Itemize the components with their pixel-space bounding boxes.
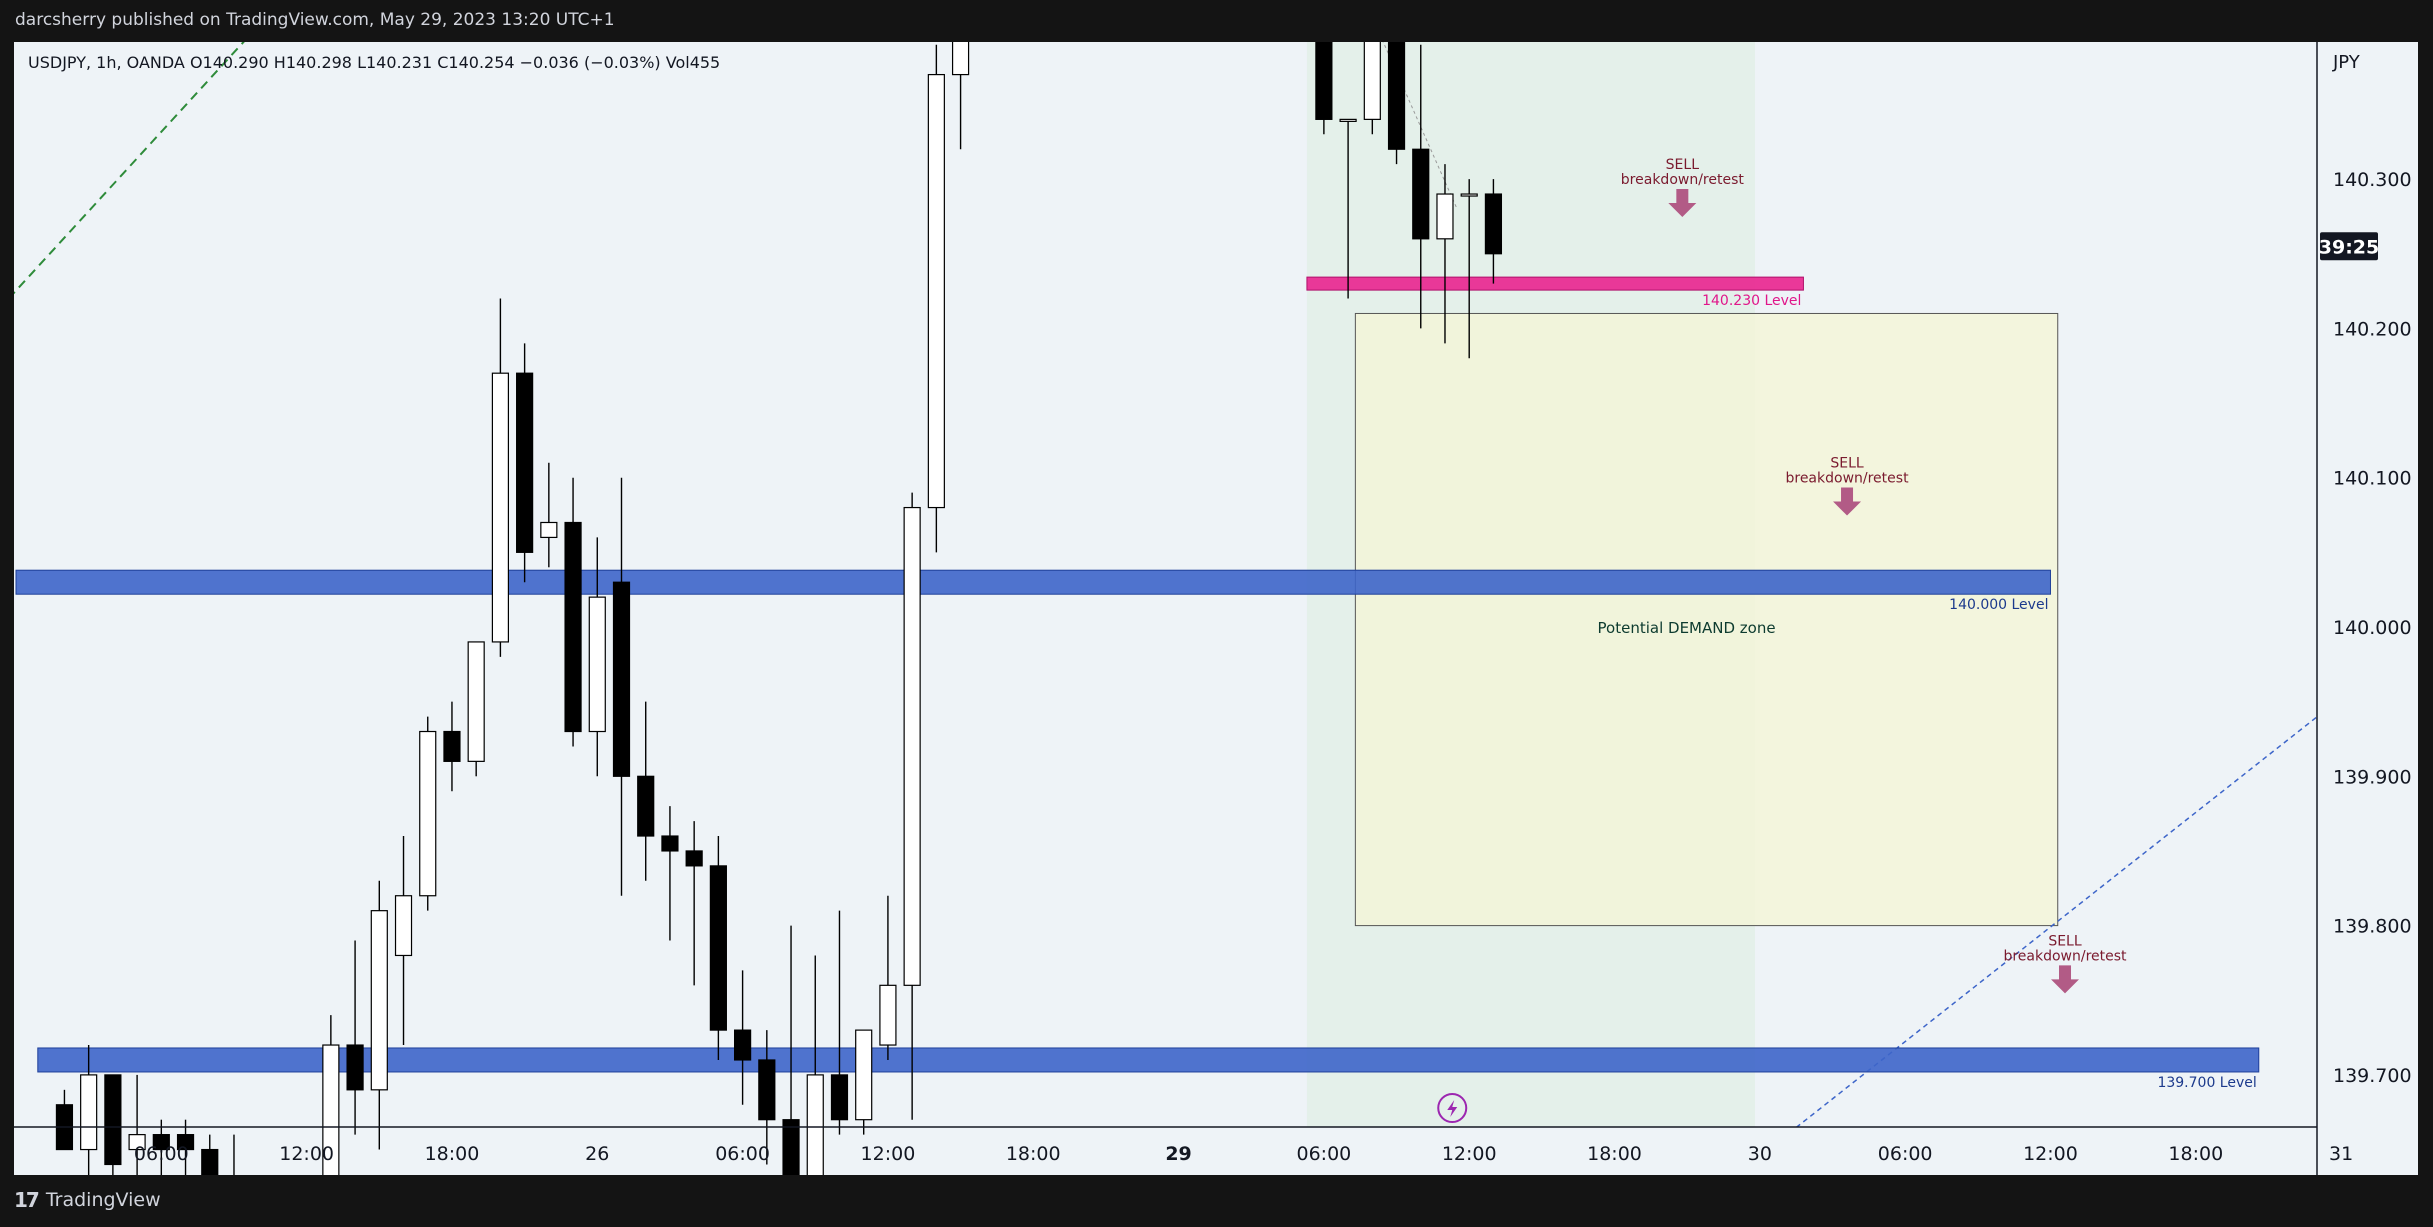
candle-body-24 [637,775,655,837]
x-tick-label: 06:00 [715,1143,770,1165]
candle-body-3 [128,1134,146,1151]
currency-label: JPY [2332,52,2361,73]
candle-body-17 [467,641,485,762]
candle-body-59 [1484,193,1503,255]
level-139700-box [37,1047,2260,1073]
x-tick-label: 26 [585,1143,609,1165]
tradingview-logo-icon: 17 [14,1188,40,1212]
candle-body-55 [1387,42,1406,150]
x-tick-label: 12:00 [279,1143,334,1165]
candle-body-32 [830,1074,849,1121]
candle-body-5 [176,1134,195,1151]
candle-body-54 [1363,42,1381,120]
price-marker-label: 39:25 [2319,236,2379,258]
candle-body-13 [370,910,388,1091]
y-tick-label: 139.700 [2333,1065,2412,1087]
candle-body-26 [685,850,703,867]
x-tick-label: 06:00 [1296,1143,1351,1165]
sell-annotation-4-arrow-icon [2051,965,2080,994]
candle-body-4 [152,1134,170,1151]
candle-body-34 [879,984,897,1046]
candle-body-2 [104,1074,122,1166]
candle-body-56 [1412,148,1430,240]
candle-body-14 [394,895,413,957]
x-tick-label: 12:00 [1442,1143,1497,1165]
candle-body-15 [419,730,437,897]
symbol-legend: USDJPY, 1h, OANDA O140.290 H140.298 L140… [28,53,720,72]
candle-body-6 [201,1148,219,1175]
level-140000-label: 140.000 Level [1949,597,2048,613]
candle-body-35 [903,506,921,986]
x-tick-label: 18:00 [425,1143,480,1165]
level-140000-box [15,569,2051,595]
published-text: darcsherry published on TradingView.com,… [15,10,615,30]
x-tick-label: 30 [1748,1143,1772,1165]
candle-body-58 [1460,193,1478,197]
candle-body-37 [951,42,970,76]
candle-body-16 [443,730,461,762]
sell-annotation-3-arrow-icon [1833,487,1862,516]
top-bar: darcsherry published on TradingView.com,… [0,0,2433,42]
candle-body-18 [491,372,509,643]
x-tick-label: 29 [1165,1143,1191,1165]
level-140230-label: 140.230 Level [1702,293,1801,309]
x-tick-label: 06:00 [1878,1143,1933,1165]
candle-body-21 [564,521,582,733]
level-140230-box [1306,276,1804,291]
sell-annotation-2-arrow-icon [1668,188,1697,217]
lightning-icon [1437,1093,1468,1123]
x-tick-label: 18:00 [2168,1143,2223,1165]
level-139700-label: 139.700 Level [2157,1075,2256,1091]
candle-body-36 [927,73,945,509]
candle-body-19 [516,372,534,553]
candle-body-23 [612,581,631,777]
x-tick-label: 06:00 [134,1143,189,1165]
candle-body-1 [80,1074,98,1151]
price-marker-dark [2320,232,2378,261]
candle-body-22 [588,596,606,733]
candle-body-30 [782,1119,800,1175]
candle-body-20 [540,521,558,539]
candle-body-25 [661,835,679,852]
y-tick-label: 140.000 [2333,617,2412,639]
sell-annotation-4-title: SELL [2048,933,2082,949]
x-tick-label: 18:00 [1006,1143,1061,1165]
lightning-bolt-icon [1447,1100,1458,1117]
bottom-bar: 17 TradingView [0,1175,2433,1227]
candle-body-53 [1339,118,1357,122]
candle-body-52 [1315,42,1333,120]
y-tick-label: 140.300 [2333,169,2412,191]
candle-body-11 [322,1044,340,1175]
candle-body-28 [733,1029,752,1061]
brand-name: TradingView [45,1189,161,1211]
blue-dashed-trendline [1795,715,2317,1127]
y-tick-label: 139.900 [2333,766,2412,788]
x-tick-label: 12:00 [861,1143,916,1165]
candle-body-33 [855,1029,873,1121]
demand-zone [1354,312,2059,927]
candle-body-27 [709,865,727,1031]
demand-zone-label: Potential DEMAND zone [1598,619,1776,637]
x-tick-label: 31 [2329,1143,2353,1165]
y-tick-label: 140.200 [2333,318,2412,340]
x-tick-label: 12:00 [2023,1143,2078,1165]
sell-annotation-3-subtitle: breakdown/retest [1785,471,1909,487]
y-tick-label: 140.100 [2333,468,2412,490]
candle-body-12 [346,1044,364,1091]
x-tick-label: 18:00 [1587,1143,1642,1165]
y-tick-label: 139.800 [2333,916,2412,938]
brand[interactable]: 17 TradingView [14,1188,161,1212]
sell-annotation-2-title: SELL [1666,157,1700,173]
sell-annotation-3-title: SELL [1830,456,1864,472]
candle-body-57 [1436,193,1454,240]
candle-body-31 [806,1074,824,1175]
price-axis [2317,42,2418,1175]
sell-annotation-2-subtitle: breakdown/retest [1621,172,1745,188]
candle-body-29 [758,1059,776,1121]
sell-annotation-4-subtitle: breakdown/retest [2003,948,2127,964]
